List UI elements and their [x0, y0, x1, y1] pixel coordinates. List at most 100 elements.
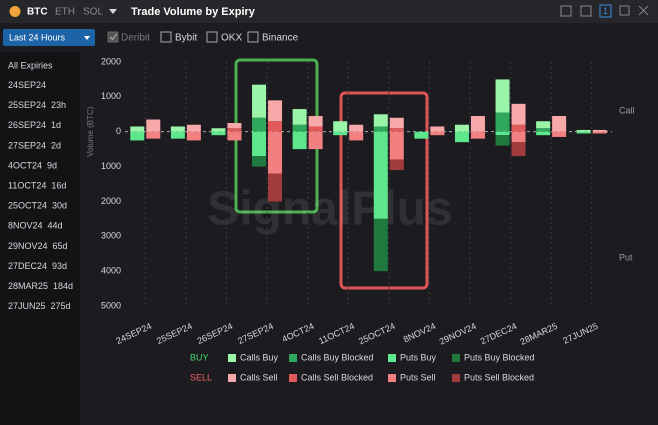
expiry-date[interactable]: 4OCT24 — [8, 161, 42, 171]
y-tick-label: 0 — [116, 126, 121, 136]
expiry-date[interactable]: 26SEP24 — [8, 121, 46, 131]
legend-group: SELL — [190, 372, 212, 382]
bar-segment — [389, 128, 404, 132]
legend-swatch[interactable] — [228, 354, 236, 362]
expiry-dte[interactable]: 1d — [51, 121, 61, 131]
range-dropdown[interactable] — [3, 29, 95, 46]
bar-segment — [130, 131, 145, 141]
legend-swatch[interactable] — [289, 374, 297, 382]
y-axis-label: Volume (BTC) — [86, 106, 95, 157]
sidebar-item[interactable]: 25SEP24 23h — [8, 100, 66, 110]
legend-label[interactable]: Calls Buy — [240, 352, 279, 362]
sidebar-item[interactable]: 28MAR25 184d — [8, 281, 73, 291]
legend-label[interactable]: Calls Buy Blocked — [301, 352, 374, 362]
legend-swatch[interactable] — [388, 354, 396, 362]
legend-swatch[interactable] — [388, 374, 396, 382]
expiry-dte[interactable]: 275d — [51, 301, 71, 311]
sidebar-item[interactable]: 29NOV24 65d — [8, 241, 68, 251]
close-icon[interactable] — [638, 5, 649, 16]
bar-segment — [430, 126, 445, 132]
bar-segment — [292, 124, 307, 132]
tab[interactable]: SOL — [83, 7, 103, 18]
expiry-dte[interactable]: 184d — [53, 281, 73, 291]
bar-segment — [592, 129, 607, 132]
legend-label[interactable]: Puts Sell Blocked — [464, 372, 534, 382]
legend-label[interactable]: Puts Sell — [400, 372, 436, 382]
expiry-dte[interactable]: 23h — [51, 100, 66, 110]
sidebar-item[interactable]: 27DEC24 93d — [8, 261, 67, 271]
legend-label[interactable]: Puts Buy — [400, 352, 437, 362]
legend-swatch[interactable] — [228, 374, 236, 382]
checkbox[interactable] — [247, 31, 259, 43]
bar-segment — [373, 131, 388, 219]
bar-segment — [414, 131, 429, 139]
expiry-date[interactable]: 24SEP24 — [8, 80, 46, 90]
expiry-date[interactable]: 8NOV24 — [8, 221, 43, 231]
expiry-dte[interactable]: 9d — [47, 161, 57, 171]
sidebar-item[interactable]: 11OCT24 16d — [8, 181, 66, 191]
sidebar-item[interactable]: 24SEP24 — [8, 80, 46, 90]
bar-segment — [333, 131, 348, 136]
checkmark — [109, 33, 117, 41]
sidebar-item[interactable]: 8NOV24 44d — [8, 221, 63, 231]
expiry-dte[interactable]: 2d — [51, 141, 61, 151]
sidebar-all[interactable]: All Expiries — [8, 60, 53, 70]
checkbox[interactable] — [206, 31, 218, 43]
bar-segment — [470, 116, 485, 132]
bar-segment — [454, 131, 469, 143]
legend-swatch[interactable] — [452, 354, 460, 362]
tab[interactable]: ETH — [55, 7, 75, 18]
tab[interactable]: BTC — [27, 7, 48, 18]
badge-box[interactable] — [599, 4, 612, 18]
y-tick-label: 4000 — [101, 266, 121, 276]
checkbox[interactable] — [160, 31, 172, 43]
expiry-date[interactable]: 28MAR25 — [8, 281, 48, 291]
expiry-date[interactable]: 27SEP24 — [8, 141, 46, 151]
icon[interactable] — [619, 5, 630, 16]
legend-label[interactable]: Calls Sell — [240, 372, 278, 382]
expiry-date[interactable]: 11OCT24 — [8, 181, 46, 191]
legend-label[interactable]: Puts Buy Blocked — [464, 352, 535, 362]
legend-swatch[interactable] — [452, 374, 460, 382]
icon[interactable] — [560, 5, 572, 17]
range-label[interactable]: Last 24 Hours — [9, 32, 66, 42]
expiry-date[interactable]: 27JUN25 — [8, 301, 46, 311]
sidebar-item[interactable]: 27SEP24 2d — [8, 141, 61, 151]
expiry-date[interactable]: 29NOV24 — [8, 241, 48, 251]
bar-segment — [333, 121, 348, 132]
sidebar-item[interactable]: 26SEP24 1d — [8, 121, 61, 131]
expiry-dte[interactable]: 65d — [53, 241, 68, 251]
bar-segment — [268, 173, 283, 202]
exchange[interactable]: Bybit — [175, 33, 197, 44]
bar-segment — [308, 131, 323, 150]
bar-segment — [536, 128, 551, 132]
expiry-dte[interactable]: 16d — [51, 181, 66, 191]
range-caret[interactable] — [84, 36, 90, 40]
sidebar-item[interactable]: 27JUN25 275d — [8, 301, 71, 311]
bar-segment — [308, 116, 323, 127]
tab-caret[interactable] — [109, 9, 117, 14]
sidebar-item[interactable]: 4OCT24 9d — [8, 161, 57, 171]
bar-segment — [470, 131, 485, 139]
y-tick-label: 1000 — [101, 161, 121, 171]
bar-segment — [146, 119, 161, 132]
legend-label[interactable]: Calls Sell Blocked — [301, 372, 373, 382]
exchange[interactable]: Binance — [262, 33, 299, 44]
exchange[interactable]: OKX — [221, 33, 242, 44]
bar-segment — [268, 121, 283, 132]
expiry-dte[interactable]: 44d — [48, 221, 63, 231]
legend-swatch[interactable] — [289, 354, 297, 362]
expiry-dte[interactable]: 30d — [52, 201, 67, 211]
expiry-dte[interactable]: 93d — [52, 261, 67, 271]
expiry-date[interactable]: 25OCT24 — [8, 201, 47, 211]
bar-segment — [430, 131, 445, 136]
bar-segment — [389, 131, 404, 160]
checkbox — [107, 31, 119, 43]
expiry-date[interactable]: 25SEP24 — [8, 100, 46, 110]
side-label: Put — [619, 252, 633, 262]
icon[interactable] — [580, 5, 592, 17]
bar-segment — [227, 131, 242, 141]
badge[interactable]: 1 — [603, 6, 608, 16]
sidebar-item[interactable]: 25OCT24 30d — [8, 201, 67, 211]
expiry-date[interactable]: 27DEC24 — [8, 261, 47, 271]
